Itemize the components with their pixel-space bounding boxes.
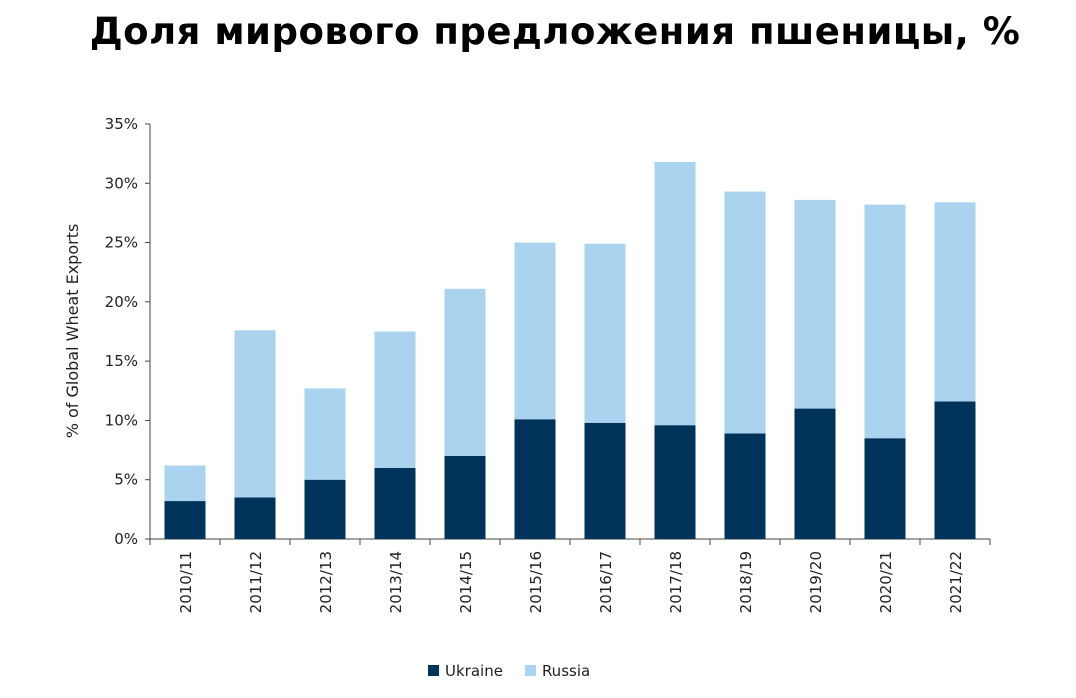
- bar-russia-2021-22: [934, 202, 976, 402]
- x-tick-label: 2013/14: [387, 551, 405, 613]
- bar-ukraine-2013-14: [374, 467, 416, 539]
- bar-russia-2012-13: [304, 388, 346, 480]
- y-tick-label: 0%: [114, 530, 138, 548]
- x-tick-label: 2018/19: [737, 551, 755, 613]
- legend-label-russia: Russia: [542, 662, 590, 680]
- legend-swatch-ukraine: [428, 665, 439, 676]
- x-tick-label: 2020/21: [877, 551, 895, 613]
- bar-russia-2020-21: [864, 204, 906, 439]
- y-tick-label: 15%: [105, 352, 138, 370]
- y-axis-label: % of Global Wheat Exports: [63, 224, 82, 439]
- bar-ukraine-2021-22: [934, 401, 976, 539]
- y-tick-label: 20%: [105, 293, 138, 311]
- y-tick-label: 35%: [105, 115, 138, 133]
- x-tick-label: 2012/13: [317, 551, 335, 613]
- x-tick-label: 2019/20: [807, 551, 825, 613]
- bar-ukraine-2012-13: [304, 479, 346, 539]
- bar-russia-2018-19: [724, 191, 766, 434]
- y-tick-label: 25%: [105, 234, 138, 252]
- bar-russia-2017-18: [654, 161, 696, 426]
- bar-russia-2010-11: [164, 465, 206, 502]
- x-tick-label: 2015/16: [527, 551, 545, 613]
- x-tick-label: 2011/12: [247, 551, 265, 613]
- bar-russia-2014-15: [444, 288, 486, 456]
- bar-ukraine-2018-19: [724, 433, 766, 539]
- y-tick-label: 5%: [114, 471, 138, 489]
- bar-ukraine-2014-15: [444, 456, 486, 539]
- bar-russia-2013-14: [374, 331, 416, 468]
- x-tick-label: 2016/17: [597, 551, 615, 613]
- bar-russia-2016-17: [584, 243, 626, 423]
- bar-ukraine-2016-17: [584, 422, 626, 539]
- x-tick-label: 2010/11: [177, 551, 195, 613]
- x-tick-label: 2014/15: [457, 551, 475, 613]
- bar-ukraine-2011-12: [234, 497, 276, 539]
- bar-ukraine-2010-11: [164, 501, 206, 539]
- bar-ukraine-2019-20: [794, 408, 836, 539]
- bar-russia-2011-12: [234, 330, 276, 498]
- bar-ukraine-2017-18: [654, 425, 696, 539]
- bar-ukraine-2015-16: [514, 419, 556, 539]
- bar-ukraine-2020-21: [864, 438, 906, 539]
- bar-russia-2019-20: [794, 199, 836, 409]
- bar-russia-2015-16: [514, 242, 556, 420]
- legend-label-ukraine: Ukraine: [445, 662, 503, 680]
- y-tick-label: 10%: [105, 411, 138, 429]
- x-tick-label: 2017/18: [667, 551, 685, 613]
- legend-swatch-russia: [524, 665, 536, 676]
- x-tick-label: 2021/22: [947, 551, 965, 613]
- chart-title: Доля мирового предложения пшеницы, %: [89, 10, 1021, 53]
- y-tick-label: 30%: [105, 174, 138, 192]
